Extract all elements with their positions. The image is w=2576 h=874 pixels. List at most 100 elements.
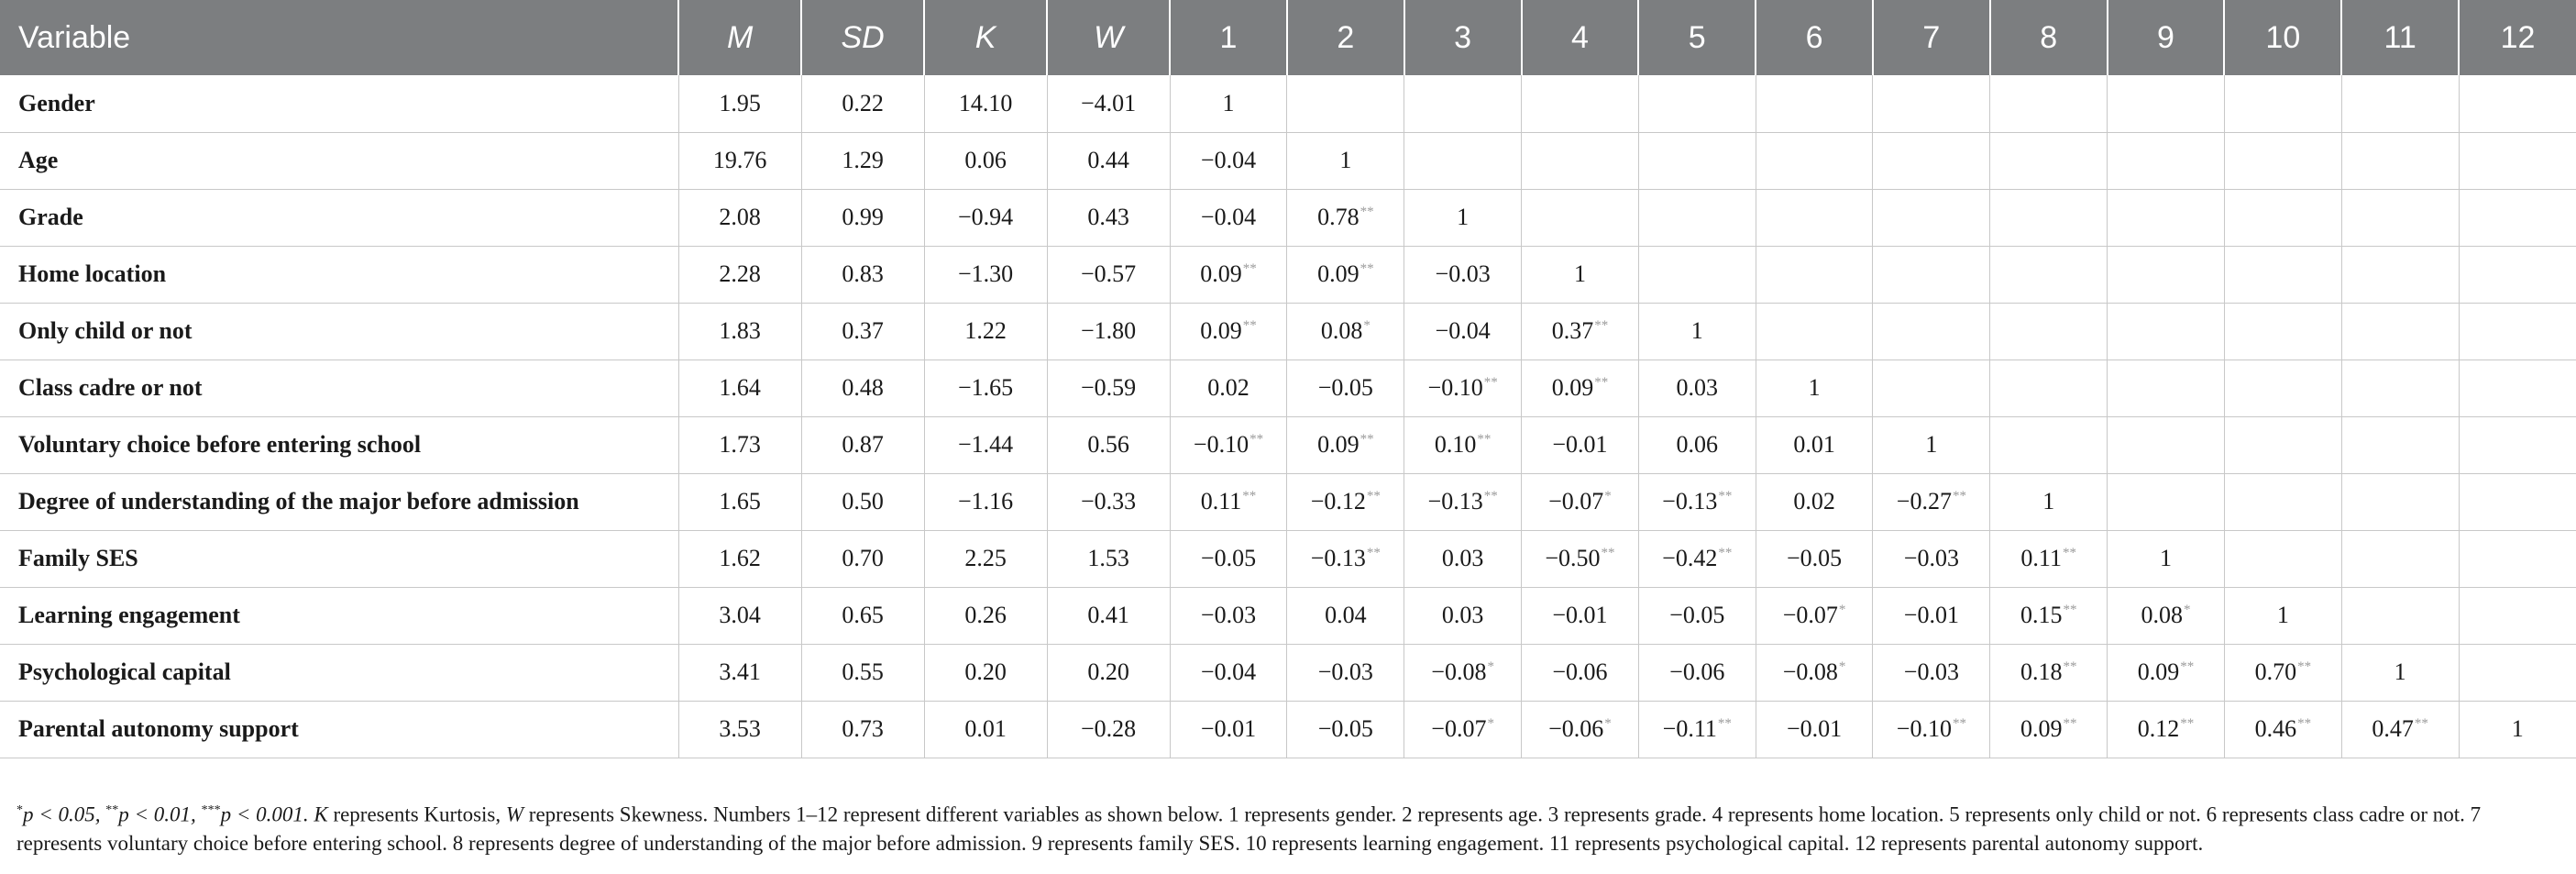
cell-value: 0.70 (2254, 658, 2297, 685)
table-cell: 0.44 (1046, 132, 1171, 190)
cell-value: 0.44 (1087, 147, 1129, 173)
table-row: Psychological capital 3.41 0.55 0.20 0.20 −0.… (0, 644, 2576, 702)
cell-value: 0.55 (842, 658, 884, 685)
table-cell: 0.20 (1046, 644, 1171, 702)
table-cell: −0.01 (1872, 587, 1990, 645)
cell-value: 0.04 (1325, 602, 1367, 628)
row-label: Psychological capital (0, 644, 679, 702)
cell-value: −0.10 (1427, 374, 1483, 401)
table-cell: 0.11** (1989, 530, 2108, 588)
column-header-9: 9 (2106, 0, 2225, 75)
table-cell: 0.02 (1755, 473, 1873, 531)
table-cell: 0.11** (1169, 473, 1287, 531)
table-cell (1989, 189, 2108, 247)
cell-value: 0.01 (1793, 431, 1835, 458)
cell-value: −0.50 (1545, 545, 1601, 571)
cell-value: −0.01 (1786, 715, 1843, 742)
row-label: Only child or not (0, 303, 679, 360)
table-cell (1755, 189, 1873, 247)
row-label: Grade (0, 189, 679, 247)
cell-value: 1.22 (964, 317, 1007, 344)
table-cell (1521, 132, 1639, 190)
cell-value: 1 (2394, 658, 2406, 685)
table-cell: 0.09** (2107, 644, 2225, 702)
significance-mark: ** (1242, 489, 1257, 504)
table-row: Home location 2.28 0.83 −1.30 −0.57 0.09** 0.0… (0, 246, 2576, 304)
table-cell: −1.80 (1046, 303, 1171, 360)
table-cell (1755, 246, 1873, 304)
cell-value: −0.06 (1548, 715, 1604, 742)
table-cell (2340, 360, 2460, 417)
table-cell: 0.08* (2107, 587, 2225, 645)
table-cell (2223, 530, 2342, 588)
table-cell: −0.57 (1046, 246, 1171, 304)
table-cell: 1 (1169, 75, 1287, 133)
cell-value: −1.44 (958, 431, 1014, 458)
table-cell (1989, 416, 2108, 474)
table-cell: 1 (2340, 644, 2460, 702)
table-cell: −0.27** (1872, 473, 1990, 531)
cell-value: 0.50 (842, 488, 884, 514)
table-cell: −0.03 (1872, 530, 1990, 588)
table-cell: 0.41 (1046, 587, 1171, 645)
significance-mark: * (1487, 716, 1494, 732)
table-cell (1872, 189, 1990, 247)
table-row: Grade 2.08 0.99 −0.94 0.43 −0.04 0.78** 1 (0, 189, 2576, 247)
cell-value: −0.27 (1896, 488, 1952, 514)
row-label: Class cadre or not (0, 360, 679, 417)
significance-mark: ** (1717, 716, 1732, 732)
table-cell (1637, 246, 1756, 304)
cell-value: −0.05 (1200, 545, 1257, 571)
column-header-4: 4 (1520, 0, 1639, 75)
table-cell: −0.07* (1404, 701, 1522, 758)
table-cell: 3.04 (677, 587, 802, 645)
table-cell (2223, 75, 2342, 133)
header-row: Variable M SD K W 1 2 3 4 5 6 7 8 9 10 1… (0, 0, 2576, 75)
table-cell: −0.08* (1404, 644, 1522, 702)
cell-value: 0.08 (1320, 317, 1363, 344)
cell-value: 2.08 (719, 204, 761, 230)
table-cell: −0.05 (1286, 360, 1404, 417)
table-cell: −0.33 (1046, 473, 1171, 531)
significance-mark: ** (1249, 432, 1264, 448)
table-cell: −0.11** (1637, 701, 1756, 758)
table-row: Family SES 1.62 0.70 2.25 1.53 −0.05 −0.13** 0.… (0, 530, 2576, 588)
significance-mark: ** (2297, 716, 2312, 732)
note-p3: p < 0.001. (220, 802, 314, 826)
cell-value: −0.05 (1786, 545, 1843, 571)
cell-value: −0.01 (1552, 602, 1608, 628)
cell-value: 0.06 (964, 147, 1007, 173)
cell-value: −0.12 (1310, 488, 1366, 514)
table-cell: −0.13** (1404, 473, 1522, 531)
table-cell (1872, 246, 1990, 304)
cell-value: 0.83 (842, 260, 884, 287)
cell-value: 0.78 (1317, 204, 1360, 230)
table-cell: 0.09** (1286, 416, 1404, 474)
significance-mark: ** (2414, 716, 2428, 732)
table-cell (1989, 303, 2108, 360)
table-cell (2458, 360, 2576, 417)
row-label: Voluntary choice before entering school (0, 416, 679, 474)
table-cell: −0.01 (1169, 701, 1287, 758)
table-cell: 0.50 (800, 473, 925, 531)
table-cell (1989, 246, 2108, 304)
cell-value: 1.53 (1087, 545, 1129, 571)
cell-value: 0.10 (1434, 431, 1477, 458)
cell-value: 0.06 (1676, 431, 1719, 458)
table-cell (1286, 75, 1404, 133)
cell-value: 0.09 (2137, 658, 2180, 685)
table-cell: −0.05 (1169, 530, 1287, 588)
cell-value: −0.05 (1317, 715, 1373, 742)
column-header-12: 12 (2458, 0, 2576, 75)
table-cell: 0.70** (2223, 644, 2342, 702)
cell-value: −0.01 (1552, 431, 1608, 458)
significance-mark: ** (1477, 432, 1492, 448)
table-cell: 1.53 (1046, 530, 1171, 588)
cell-value: −0.42 (1662, 545, 1718, 571)
column-header-10: 10 (2223, 0, 2342, 75)
table-cell (2223, 189, 2342, 247)
table-cell (1637, 132, 1756, 190)
table-cell: −0.10** (1404, 360, 1522, 417)
significance-mark: * (2184, 603, 2191, 618)
table-cell (2340, 75, 2460, 133)
